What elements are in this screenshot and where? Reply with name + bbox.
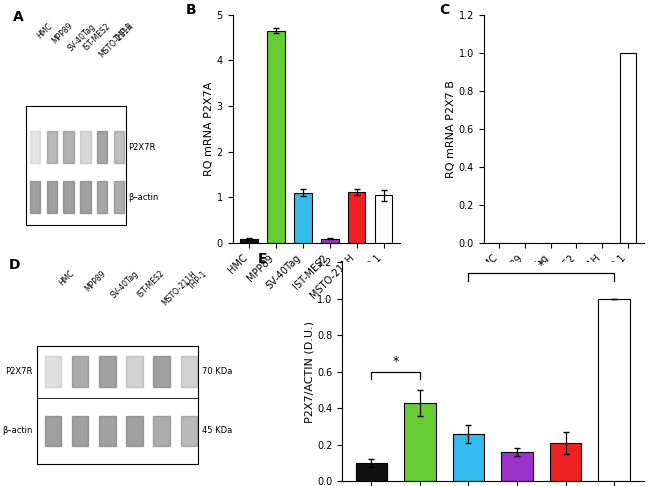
Text: β–actin: β–actin (128, 193, 159, 202)
Bar (348, 192, 365, 243)
Bar (72, 416, 88, 446)
Text: E: E (257, 252, 267, 265)
Bar (45, 416, 61, 446)
Text: A: A (13, 10, 24, 24)
Y-axis label: RQ mRNA P2X7 B: RQ mRNA P2X7 B (446, 80, 456, 178)
Text: C: C (439, 3, 449, 17)
Text: THP-1: THP-1 (112, 21, 135, 44)
Bar (619, 52, 636, 243)
Bar (72, 357, 88, 387)
Bar (153, 416, 170, 446)
Text: D: D (8, 258, 20, 272)
Bar (81, 131, 90, 163)
Text: SV-40Tag: SV-40Tag (66, 21, 98, 52)
Bar (153, 357, 170, 387)
Bar (114, 181, 124, 213)
Text: SV-40Tag: SV-40Tag (109, 269, 140, 300)
Bar (45, 357, 61, 387)
Text: β–actin: β–actin (3, 426, 33, 435)
Bar (99, 416, 116, 446)
Bar (47, 131, 57, 163)
Text: MPP89: MPP89 (83, 269, 108, 294)
Text: B: B (186, 3, 196, 17)
Text: 70 KDa: 70 KDa (202, 367, 233, 376)
Bar (181, 357, 197, 387)
Text: THP-1: THP-1 (187, 269, 209, 291)
Text: IST-MES2: IST-MES2 (135, 269, 166, 300)
Bar (501, 452, 533, 481)
Bar (294, 193, 311, 243)
Bar (321, 239, 339, 243)
Bar (30, 181, 40, 213)
Text: MPP89: MPP89 (51, 21, 75, 46)
Text: HMC: HMC (57, 269, 76, 288)
Bar (99, 357, 116, 387)
Bar (97, 181, 107, 213)
Bar (37, 346, 198, 464)
Bar (240, 239, 257, 243)
Text: MSTO-211H: MSTO-211H (161, 269, 199, 307)
Text: P2X7R: P2X7R (5, 367, 33, 376)
Bar (550, 443, 581, 481)
Bar (64, 181, 74, 213)
Bar (356, 463, 387, 481)
Bar (26, 106, 125, 225)
Text: IST-MES2: IST-MES2 (82, 21, 112, 52)
Bar (126, 357, 143, 387)
Bar (30, 131, 40, 163)
Bar (81, 181, 90, 213)
Bar (452, 434, 484, 481)
Bar (64, 131, 74, 163)
Bar (404, 403, 436, 481)
Bar (375, 195, 393, 243)
Text: P2X7R: P2X7R (128, 142, 155, 152)
Text: *: * (538, 259, 545, 272)
Y-axis label: RQ mRNA P2X7A: RQ mRNA P2X7A (204, 82, 214, 176)
Bar (126, 416, 143, 446)
Y-axis label: P2X7/ACTIN (D.U.): P2X7/ACTIN (D.U.) (304, 321, 314, 423)
Bar (267, 31, 285, 243)
Bar (181, 416, 197, 446)
Bar (97, 131, 107, 163)
Bar (47, 181, 57, 213)
Text: 45 KDa: 45 KDa (202, 426, 233, 435)
Text: HMC: HMC (35, 21, 54, 40)
Bar (598, 299, 630, 481)
Text: *: * (393, 355, 399, 368)
Bar (114, 131, 124, 163)
Text: MSTO-211H: MSTO-211H (97, 21, 135, 59)
